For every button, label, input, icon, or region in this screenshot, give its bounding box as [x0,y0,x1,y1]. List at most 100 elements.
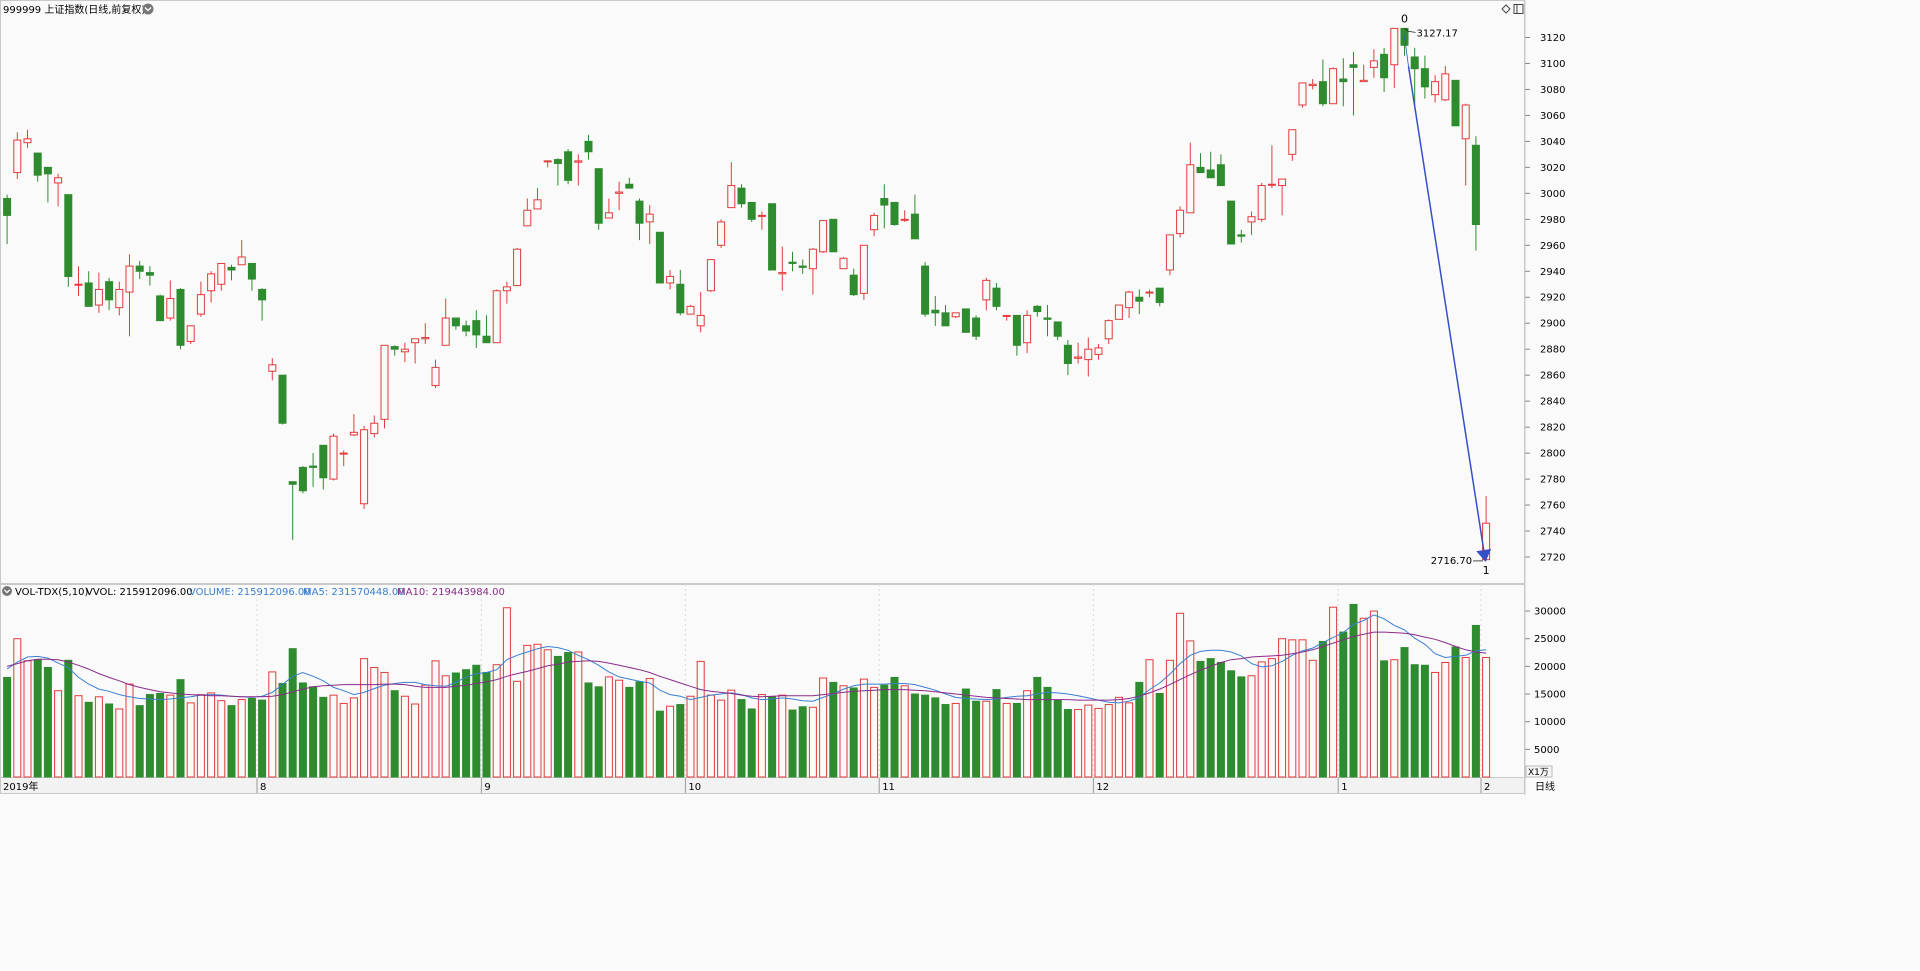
candlestick [1084,337,1093,377]
volume-bar [829,681,838,778]
candlestick [921,262,930,317]
chart-canvas[interactable]: 3120310030803060304030203000298029602940… [0,0,1568,795]
volume-bar [390,690,399,778]
candlestick [768,203,777,271]
volume-bar [747,708,756,778]
volume-bar [1288,639,1297,778]
candlestick [951,312,960,319]
candlestick [992,282,1001,311]
volume-bar [135,705,144,778]
candlestick [84,271,93,307]
volume-bar [1114,696,1123,778]
candlestick [1012,314,1021,356]
chevron-down-icon[interactable] [142,3,154,15]
volume-bar [931,697,940,778]
volume-bar [1257,661,1266,778]
volume-bar [941,704,950,778]
volume-moving-averages [6,614,1487,704]
chevron-down-icon[interactable] [2,586,12,596]
volume-bar [1441,662,1450,778]
volume-bar [1094,707,1103,778]
candlestick [1196,153,1205,174]
grid [256,584,1482,793]
volume-bar [1084,704,1093,778]
candlestick [982,277,991,311]
price-tick-label: 2860 [1540,371,1565,382]
volume-bar [961,688,970,778]
candlestick [890,201,899,226]
candlestick [1216,154,1225,187]
candlestick [298,466,307,494]
volume-bar [451,672,460,778]
candlestick [737,184,746,208]
candlestick [247,262,256,291]
candlestick [390,345,399,356]
volume-bars [3,603,1491,778]
candlestick [462,320,471,337]
candlestick [1053,321,1062,341]
volume-bar [564,652,573,778]
candlestick [655,231,664,284]
candlestick [360,425,369,509]
volume-bar [1237,676,1246,778]
volume-bar [1482,657,1491,778]
volume-bar [992,689,1001,778]
volume-bar [360,658,369,778]
volume-bar [1420,664,1429,778]
volume-bar [247,697,256,778]
candlestick [1227,200,1236,245]
volume-bar [74,695,83,778]
price-tick-label: 2940 [1540,267,1565,278]
volume-bar [1063,709,1072,778]
volume-indicator-menu[interactable] [2,586,12,596]
volume-indicator-name: VOL-TDX(5,10) [15,587,88,598]
candlestick [1104,319,1113,345]
panel-icon[interactable] [1513,4,1524,14]
candlestick [1431,75,1440,103]
candlestick [839,256,848,270]
candlestick [1023,310,1032,354]
volume-bar [258,699,267,778]
volume-tick-label: 5000 [1534,745,1559,756]
volume-bar [54,690,63,778]
volume-bar [1461,657,1470,778]
volume-bar [645,678,654,778]
candlestick [686,305,695,315]
volume-bar [574,651,583,778]
title-menu-button[interactable] [142,3,154,15]
candlestick [23,129,32,148]
ma10-line [6,631,1487,701]
candlestick [798,259,807,274]
volume-bar [298,682,307,778]
candlestick [309,453,318,487]
volume-tick-label: 25000 [1534,634,1566,645]
volume-bar [421,684,430,778]
candlestick [492,289,501,344]
volume-bar [1471,624,1480,778]
candlestick [196,281,205,317]
candlestick [1308,79,1317,90]
volume-bar [706,694,715,778]
volume-bar [1053,699,1062,778]
price-tick-label: 3020 [1540,163,1565,174]
volume-bar [227,705,236,778]
candlestick [329,433,338,481]
candlestick [431,359,440,389]
volume-bar [1155,692,1164,778]
candlestick [676,269,685,316]
candlestick [441,298,450,346]
candlestick [1410,47,1419,106]
volume-bar [625,686,634,778]
volume-bar [972,700,981,778]
period-label[interactable]: 日线 [1535,780,1555,793]
volume-bar [1298,639,1307,778]
candlestick [1094,344,1103,360]
volume-bar [604,676,613,778]
x-axis-bar [0,777,1525,794]
candlestick [1369,49,1378,78]
candlestick [1114,304,1123,320]
volume-bar [890,676,899,778]
diamond-icon[interactable] [1501,4,1511,14]
volume-bar [788,709,797,778]
volume-bar [1012,702,1021,778]
